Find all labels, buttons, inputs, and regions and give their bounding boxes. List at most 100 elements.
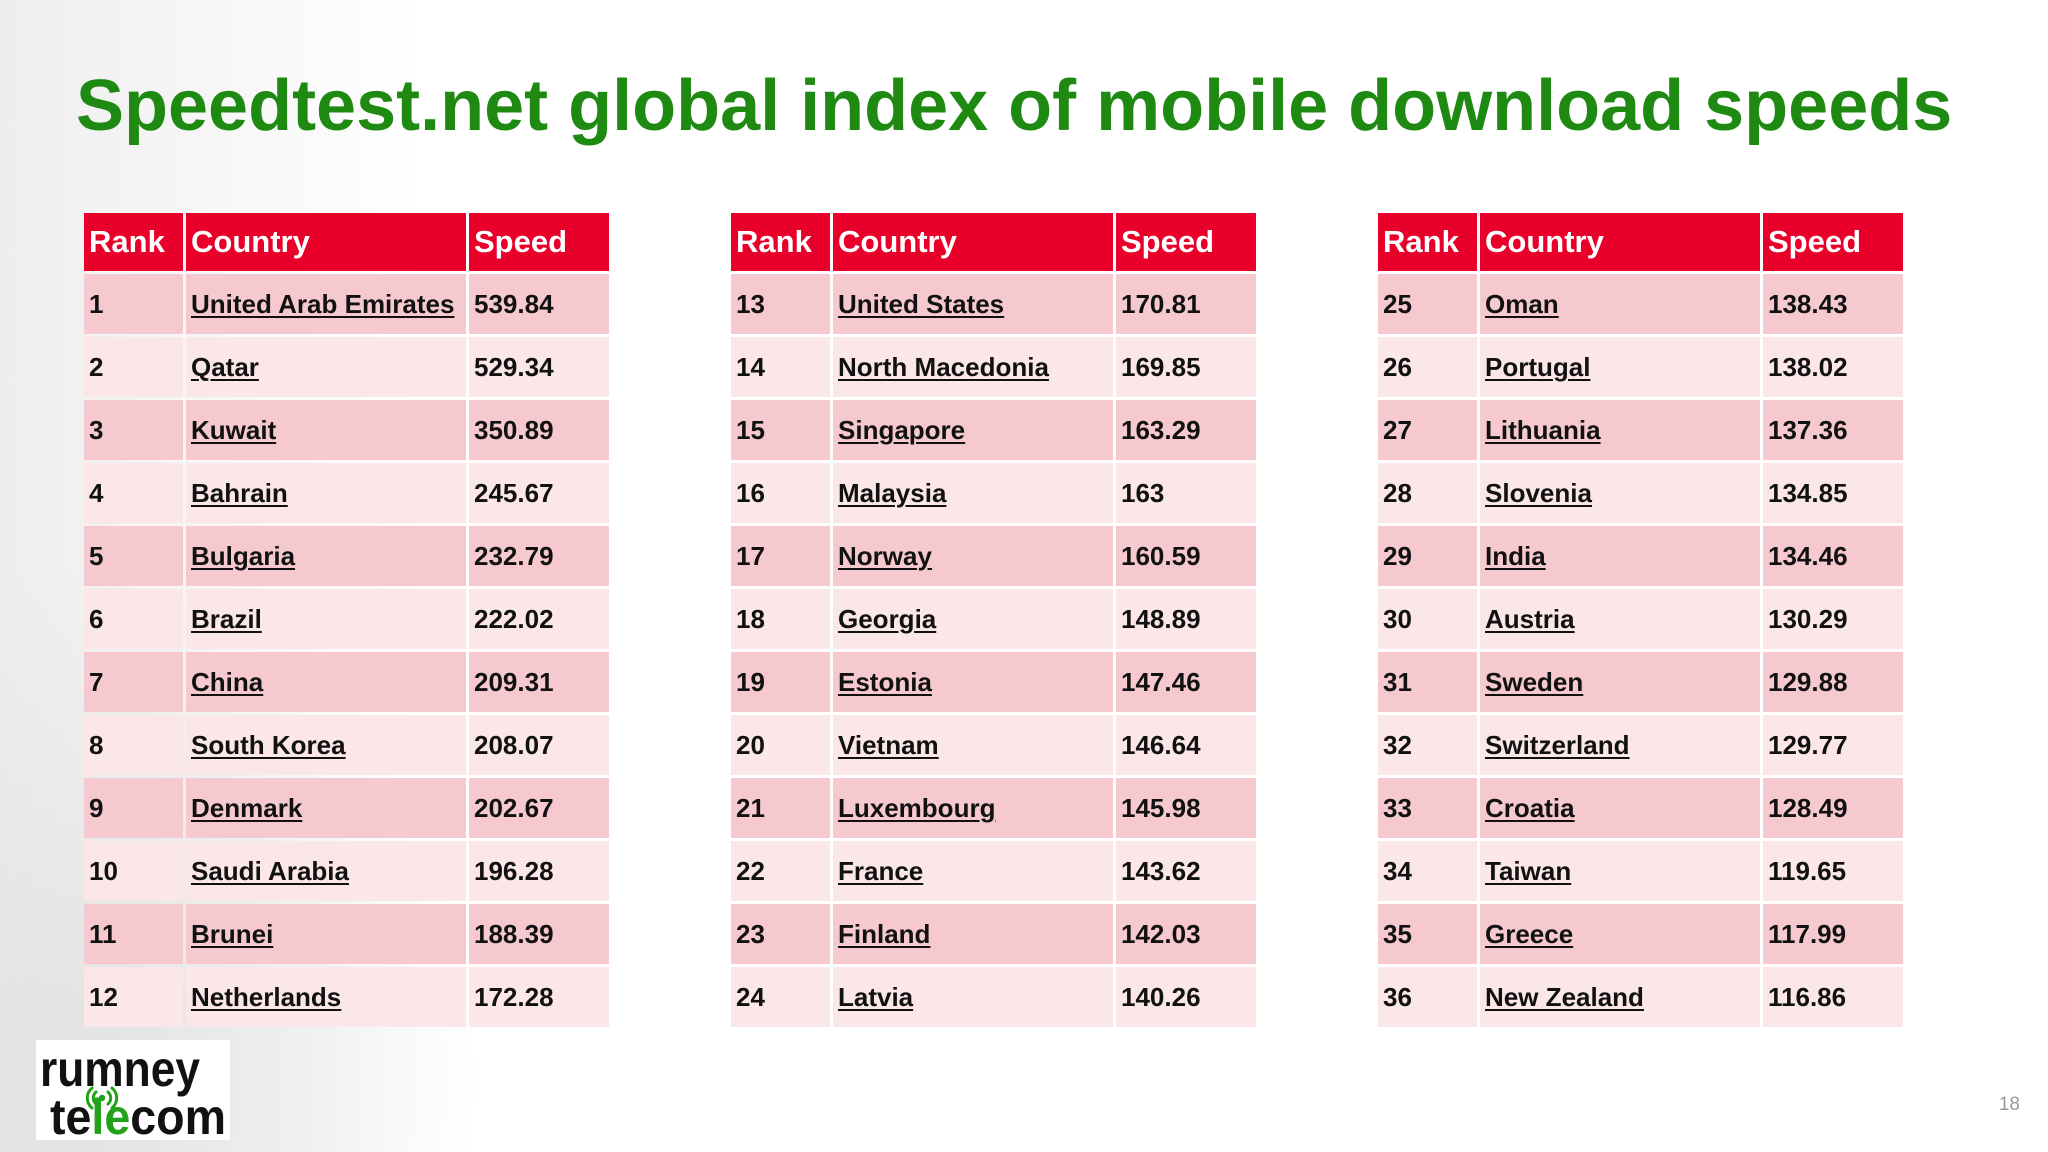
table-row: 25 Oman 138.43 (1378, 274, 1903, 334)
speed-cell: 145.98 (1116, 778, 1256, 838)
rank-cell: 27 (1378, 400, 1477, 460)
country-link[interactable]: South Korea (191, 729, 346, 760)
rumney-telecom-logo: rumney telecom (36, 1040, 230, 1140)
country-link[interactable]: Switzerland (1485, 729, 1630, 760)
country-link[interactable]: Qatar (191, 351, 259, 382)
country-cell: Bahrain (186, 463, 466, 523)
speed-header: Speed (1116, 213, 1256, 271)
country-link[interactable]: Austria (1485, 603, 1575, 634)
table-header-row: Rank Country Speed (1378, 213, 1903, 271)
country-link[interactable]: Vietnam (838, 729, 939, 760)
table-row: 31 Sweden 129.88 (1378, 652, 1903, 712)
country-link[interactable]: Georgia (838, 603, 937, 634)
country-link[interactable]: Luxembourg (838, 792, 996, 823)
speed-cell: 129.77 (1763, 715, 1903, 775)
country-link[interactable]: Portugal (1485, 351, 1591, 382)
speed-cell: 170.81 (1116, 274, 1256, 334)
speed-cell: 129.88 (1763, 652, 1903, 712)
rank-cell: 8 (84, 715, 183, 775)
table-row: 34 Taiwan 119.65 (1378, 841, 1903, 901)
rank-cell: 34 (1378, 841, 1477, 901)
country-link[interactable]: Singapore (838, 414, 966, 445)
table-row: 2 Qatar 529.34 (84, 337, 609, 397)
speed-cell: 128.49 (1763, 778, 1903, 838)
table-row: 7 China 209.31 (84, 652, 609, 712)
rank-cell: 6 (84, 589, 183, 649)
rank-cell: 10 (84, 841, 183, 901)
table-row: 13 United States 170.81 (731, 274, 1256, 334)
logo-text-line2: telecom (50, 1089, 226, 1140)
country-link[interactable]: United Arab Emirates (191, 288, 455, 319)
rank-cell: 23 (731, 904, 830, 964)
country-cell: Bulgaria (186, 526, 466, 586)
speed-cell: 163.29 (1116, 400, 1256, 460)
rank-cell: 12 (84, 967, 183, 1027)
country-link[interactable]: Brazil (191, 603, 262, 634)
country-link[interactable]: Oman (1485, 288, 1559, 319)
country-cell: Latvia (833, 967, 1113, 1027)
country-link[interactable]: Latvia (838, 981, 914, 1012)
country-link[interactable]: Taiwan (1485, 855, 1572, 886)
table-row: 19 Estonia 147.46 (731, 652, 1256, 712)
country-cell: Kuwait (186, 400, 466, 460)
country-link[interactable]: Lithuania (1485, 414, 1601, 445)
speed-cell: 209.31 (469, 652, 609, 712)
country-cell: France (833, 841, 1113, 901)
country-link[interactable]: United States (838, 288, 1005, 319)
ranking-table-1: Rank Country Speed 1 United Arab Emirates… (81, 210, 612, 1030)
rank-cell: 30 (1378, 589, 1477, 649)
country-link[interactable]: Greece (1485, 918, 1574, 949)
country-cell: Sweden (1480, 652, 1760, 712)
country-link[interactable]: China (191, 666, 264, 697)
speed-cell: 117.99 (1763, 904, 1903, 964)
country-link[interactable]: Estonia (838, 666, 932, 697)
country-link[interactable]: Netherlands (191, 981, 342, 1012)
country-link[interactable]: Malaysia (838, 477, 947, 508)
country-link[interactable]: North Macedonia (838, 351, 1049, 382)
country-link[interactable]: Croatia (1485, 792, 1575, 823)
rank-cell: 16 (731, 463, 830, 523)
table-header-row: Rank Country Speed (84, 213, 609, 271)
country-cell: United Arab Emirates (186, 274, 466, 334)
rank-cell: 5 (84, 526, 183, 586)
table-row: 9 Denmark 202.67 (84, 778, 609, 838)
country-link[interactable]: Denmark (191, 792, 303, 823)
country-header: Country (186, 213, 466, 271)
country-cell: United States (833, 274, 1113, 334)
country-link[interactable]: France (838, 855, 924, 886)
country-link[interactable]: Norway (838, 540, 932, 571)
country-cell: Croatia (1480, 778, 1760, 838)
country-link[interactable]: Bahrain (191, 477, 288, 508)
rank-cell: 26 (1378, 337, 1477, 397)
country-cell: Norway (833, 526, 1113, 586)
country-cell: Georgia (833, 589, 1113, 649)
country-link[interactable]: Finland (838, 918, 931, 949)
country-link[interactable]: Sweden (1485, 666, 1584, 697)
table-row: 22 France 143.62 (731, 841, 1256, 901)
speed-cell: 148.89 (1116, 589, 1256, 649)
country-link[interactable]: Saudi Arabia (191, 855, 349, 886)
country-link[interactable]: Bulgaria (191, 540, 296, 571)
country-link[interactable]: India (1485, 540, 1546, 571)
country-cell: Taiwan (1480, 841, 1760, 901)
speed-cell: 137.36 (1763, 400, 1903, 460)
country-link[interactable]: New Zealand (1485, 981, 1644, 1012)
rank-cell: 4 (84, 463, 183, 523)
speed-cell: 143.62 (1116, 841, 1256, 901)
country-cell: Netherlands (186, 967, 466, 1027)
speed-cell: 169.85 (1116, 337, 1256, 397)
speed-cell: 163 (1116, 463, 1256, 523)
rank-cell: 29 (1378, 526, 1477, 586)
speed-header: Speed (1763, 213, 1903, 271)
country-link[interactable]: Slovenia (1485, 477, 1592, 508)
table-row: 12 Netherlands 172.28 (84, 967, 609, 1027)
table-row: 27 Lithuania 137.36 (1378, 400, 1903, 460)
country-link[interactable]: Kuwait (191, 414, 277, 445)
country-cell: Brunei (186, 904, 466, 964)
rank-cell: 21 (731, 778, 830, 838)
speed-header: Speed (469, 213, 609, 271)
speed-cell: 142.03 (1116, 904, 1256, 964)
rank-cell: 3 (84, 400, 183, 460)
country-link[interactable]: Brunei (191, 918, 274, 949)
country-cell: Austria (1480, 589, 1760, 649)
